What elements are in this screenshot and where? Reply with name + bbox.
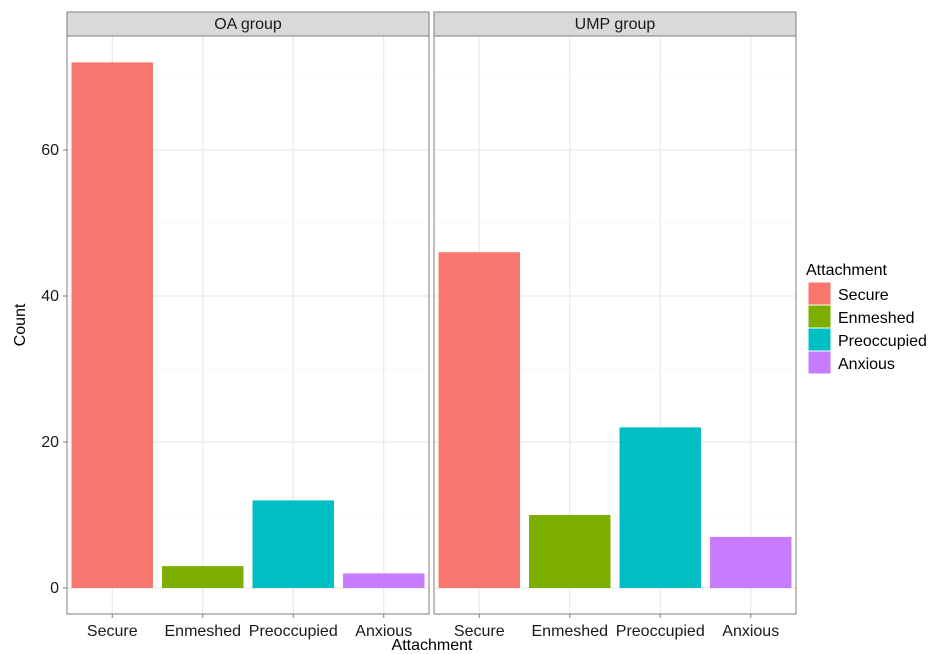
bar-enmeshed [162,566,244,588]
x-tick-label: Enmeshed [165,623,242,640]
panel-strip-label: OA group [214,16,282,33]
bar-secure [71,62,153,588]
legend-key-secure [807,281,832,306]
x-axis-title: Attachment [392,637,473,654]
bar-enmeshed [529,515,611,588]
panel-border [66,35,430,615]
x-axis: Secure Enmeshed Preoccupied Anxious Secure En… [87,614,779,640]
panel-strip-label: UMP group [575,16,656,33]
panel-0: OA group [66,11,430,615]
legend-label-enmeshed: Enmeshed [838,310,915,327]
chart-panels: OA group UMP group [66,11,797,615]
bar-anxious [343,573,425,588]
bar-anxious [710,536,792,588]
bar-preoccupied [619,427,701,588]
legend-key-anxious [807,350,832,375]
legend-label-secure: Secure [838,287,889,304]
y-axis: 0 20 40 60 [41,142,67,597]
legend-key-enmeshed [807,304,832,329]
y-tick-label: 60 [41,142,59,159]
panel-1: UMP group [433,11,797,615]
legend-label-preoccupied: Preoccupied [838,333,927,350]
legend: Attachment Secure Enmeshed Preoccupied Anxi… [806,262,927,375]
legend-title: Attachment [806,262,887,279]
x-tick-label: Secure [87,623,138,640]
x-tick-label: Anxious [355,623,412,640]
bar-preoccupied [252,500,334,588]
bar-secure [438,252,520,588]
legend-label-anxious: Anxious [838,356,895,373]
y-tick-label: 20 [41,434,59,451]
x-tick-label: Enmeshed [532,623,609,640]
panel-border [433,35,797,615]
y-tick-label: 0 [50,580,59,597]
x-tick-label: Preoccupied [616,623,705,640]
x-tick-label: Secure [454,623,505,640]
legend-key-preoccupied [807,327,832,352]
y-axis-title: Count [12,303,29,346]
panel-strip [66,11,430,37]
x-tick-label: Anxious [722,623,779,640]
y-tick-label: 40 [41,288,59,305]
x-tick-label: Preoccupied [249,623,338,640]
